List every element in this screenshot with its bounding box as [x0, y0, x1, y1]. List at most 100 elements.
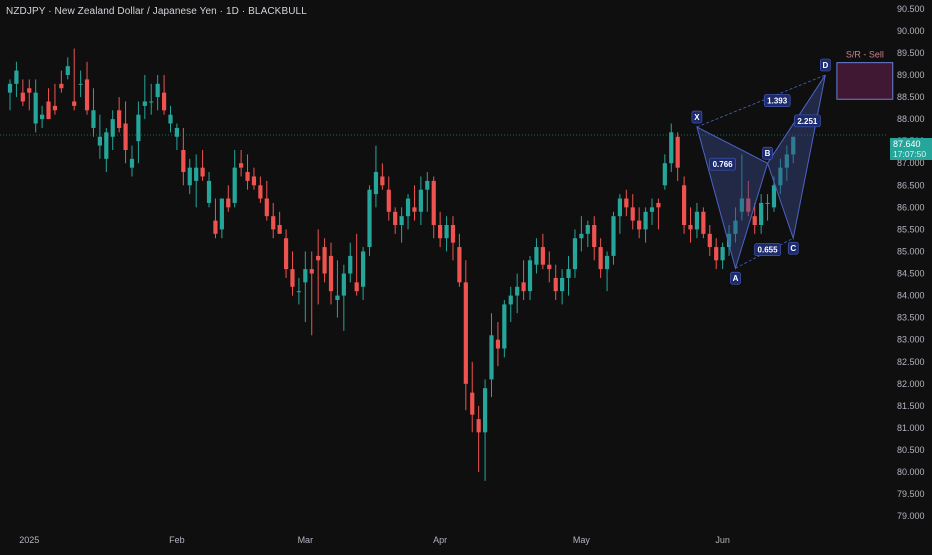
candle-body [508, 295, 513, 305]
candle-body [701, 211, 706, 234]
candle-body [726, 233, 732, 248]
candle-body [598, 247, 603, 270]
candle-body [194, 167, 199, 181]
candle-body [733, 220, 738, 234]
price-axis[interactable]: 90.50090.00089.50089.00088.50088.00087.5… [897, 4, 925, 521]
candle-body [431, 180, 436, 225]
bar-countdown: 17:07:50 [893, 149, 927, 159]
candle-body [296, 291, 301, 293]
candle-body [309, 269, 314, 274]
candle-body [444, 225, 449, 239]
candle-body [515, 286, 520, 296]
candle-body [450, 225, 456, 243]
candle-body [78, 83, 83, 85]
candle-body [251, 176, 257, 186]
candle-body [617, 198, 622, 217]
price-tick-label: 88.500 [897, 92, 925, 102]
candle-body [405, 198, 411, 217]
candle-body [367, 189, 372, 248]
price-tick-label: 86.500 [897, 180, 925, 190]
candle-body [495, 339, 501, 349]
time-tick-label: Mar [298, 535, 314, 545]
candle-body [688, 225, 693, 230]
candle-body [335, 295, 340, 300]
candle-body [527, 260, 533, 292]
price-tick-label: 90.500 [897, 4, 925, 14]
candle-body [739, 198, 744, 212]
candle-body [585, 225, 590, 234]
candle-body [572, 238, 578, 270]
candle-body [778, 167, 783, 186]
candle-body [264, 198, 269, 217]
price-tick-label: 89.000 [897, 70, 925, 80]
candle-body [91, 110, 96, 128]
pattern-point-a: A [733, 274, 739, 283]
candle-body [784, 154, 789, 168]
candle-body [502, 304, 507, 349]
candle-body [117, 110, 122, 128]
candle-body [136, 114, 141, 142]
candle-body [14, 70, 19, 84]
price-tick-label: 81.000 [897, 423, 925, 433]
time-tick-label: Jun [715, 535, 730, 545]
pattern-point-x-badge [691, 110, 703, 124]
pattern-ratio-label: 1.393 [767, 97, 788, 106]
pattern-point-d: D [822, 61, 828, 70]
time-axis[interactable]: 2025 Feb Mar Apr May Jun [19, 535, 730, 545]
pattern-point-a-badge [730, 271, 741, 285]
candle-body [155, 83, 160, 98]
candle-body [540, 247, 545, 265]
candle-body [553, 277, 558, 292]
price-tick-label: 86.000 [897, 202, 925, 212]
candle-body [425, 180, 430, 190]
candle-body [604, 255, 610, 270]
price-tick-label: 79.000 [897, 511, 925, 521]
candle-body [637, 220, 642, 230]
pattern-ratio-label: 0.655 [758, 246, 779, 255]
candle-body [482, 388, 488, 433]
time-tick-label: 2025 [19, 535, 39, 545]
price-tick-label: 83.500 [897, 313, 925, 323]
candle-body [72, 101, 77, 106]
candle-body [232, 167, 237, 203]
candle-body [142, 101, 147, 106]
candle-body [123, 123, 128, 150]
candle-body [438, 225, 443, 239]
pattern-ratio-badge [709, 157, 736, 171]
candle-body [33, 92, 38, 124]
candle-body [393, 211, 398, 225]
candle-body [46, 101, 51, 120]
price-tick-label: 83.000 [897, 335, 925, 345]
candle-body [219, 198, 224, 230]
pattern-ratio-badge [754, 243, 781, 257]
candle-body [457, 247, 462, 283]
candle-body [470, 392, 475, 415]
pattern-point-c: C [790, 244, 796, 253]
candle-body [463, 282, 468, 384]
candle-body [746, 198, 751, 212]
candle-body [341, 273, 346, 296]
candle-body [669, 132, 674, 164]
sr-sell-label: S/R - Sell [846, 50, 884, 60]
price-tick-label: 82.500 [897, 357, 925, 367]
price-tick-label: 84.000 [897, 291, 925, 301]
harmonic-pattern[interactable]: S/R - Sell X A B C D 0.766 0.655 1.393 2.251 [691, 50, 894, 285]
candle-body [258, 185, 263, 199]
time-tick-label: Feb [169, 535, 185, 545]
candle-body [161, 92, 167, 111]
price-tick-label: 79.500 [897, 489, 925, 499]
candle-body [771, 185, 777, 208]
candle-body [694, 211, 700, 230]
candle-body [643, 211, 648, 230]
candle-body [412, 207, 417, 212]
pattern-ratio-line-xb [696, 126, 768, 164]
pattern-point-x: X [694, 113, 700, 122]
candle-body [682, 185, 687, 225]
pattern-ratio-label: 2.251 [797, 117, 818, 126]
candle-body [624, 198, 629, 208]
candle-body [84, 79, 90, 111]
candle-body [187, 167, 192, 186]
candle-body [714, 247, 719, 261]
